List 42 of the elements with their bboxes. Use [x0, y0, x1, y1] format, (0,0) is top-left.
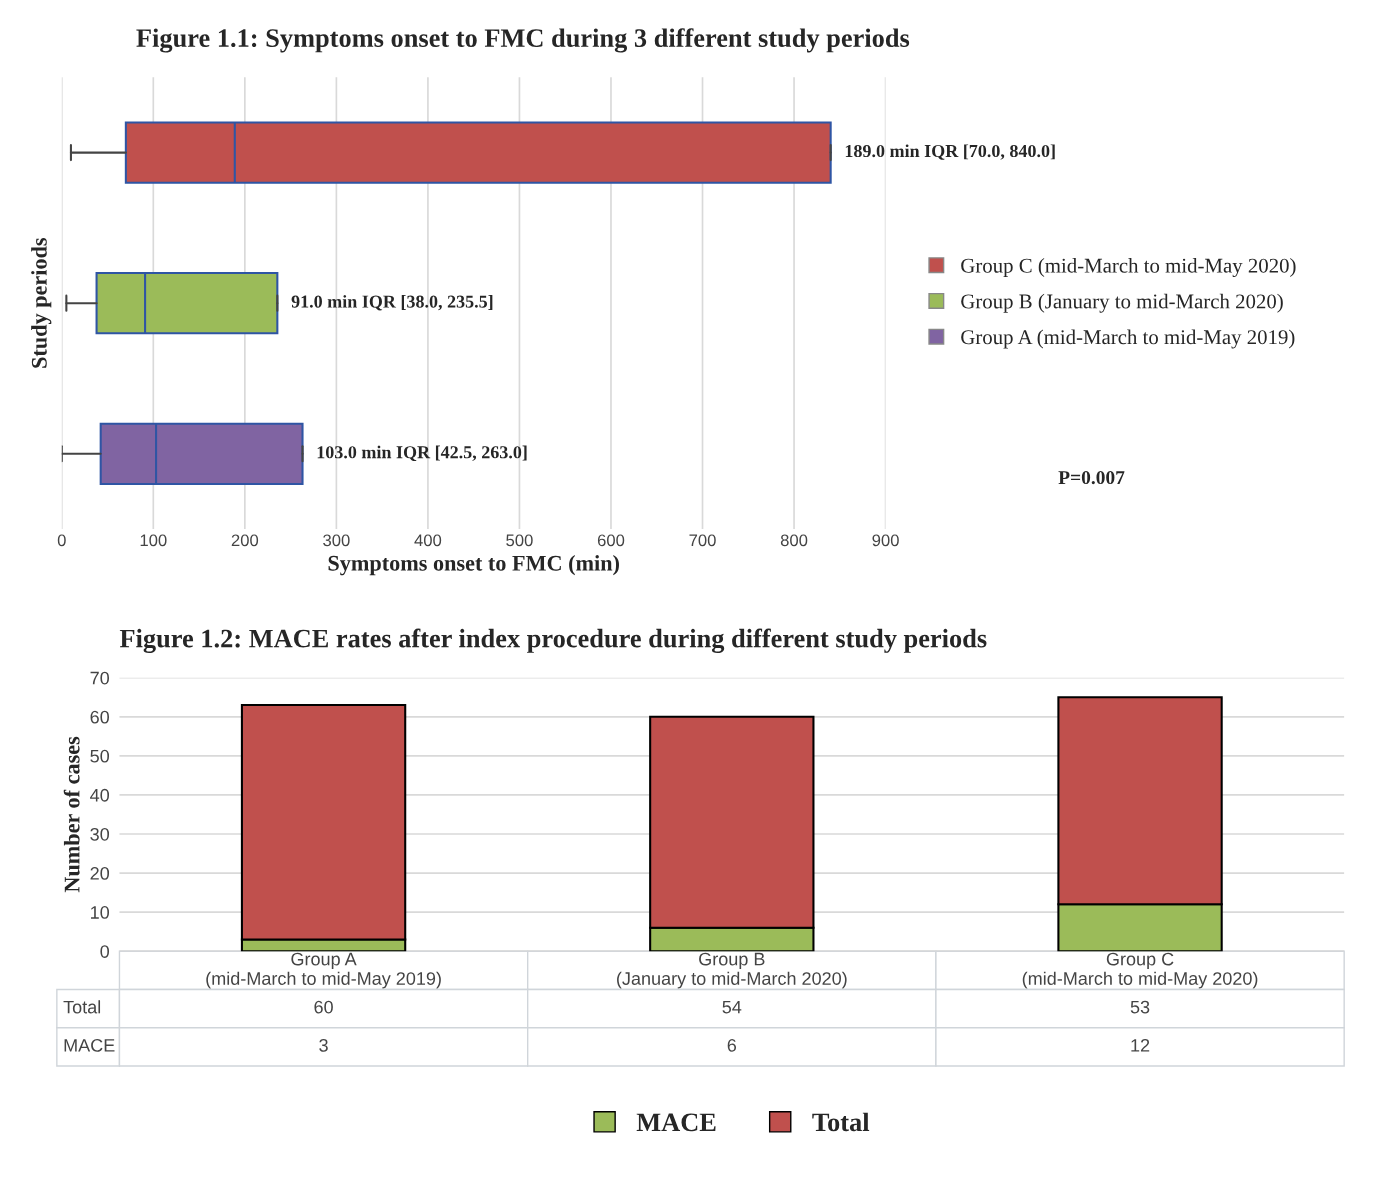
data-label: 54	[722, 1000, 742, 1014]
x-tick-label: 100	[140, 534, 167, 547]
y-tick-label: 70	[90, 671, 110, 685]
data-label: 53	[1130, 1000, 1150, 1014]
text: 103.0 min IQR [42.5, 263.0]	[317, 445, 527, 462]
x-tick-label: 400	[414, 534, 442, 547]
legend-label: Group C (mid-March to mid-May 2020)	[961, 258, 1296, 277]
y-tick-label: 60	[90, 710, 110, 724]
x-tick-label: 600	[597, 534, 625, 547]
x-tick-label: Group C (mid-March to mid-May 2020)	[1022, 952, 1258, 989]
chart-title: Figure 1.1: Symptoms onset to FMC during 3 different study periods	[136, 28, 910, 53]
text: 91.0 min IQR [38.0, 235.5]	[291, 295, 493, 311]
x-axis-title: Symptoms onset to FMC (min)	[328, 555, 619, 576]
y-tick-label: 50	[90, 749, 110, 763]
x-tick-label: Group B (January to mid-March 2020)	[617, 952, 847, 989]
y-axis-title: Number of cases	[63, 736, 80, 893]
x-tick-label: Group A (mid-March to mid-May 2019)	[206, 952, 441, 989]
y-tick-label: 10	[91, 906, 110, 919]
legend-label: MACE	[636, 1113, 716, 1132]
x-tick-label: 800	[780, 534, 808, 547]
x-tick-label: 500	[506, 534, 533, 547]
data-label: 3	[319, 1038, 328, 1052]
y-tick-label: 30	[90, 827, 110, 841]
data-label: 60	[314, 1000, 333, 1014]
x-tick-label: 300	[323, 534, 350, 547]
text: 189.0 min IQR [70.0, 840.0]	[845, 144, 1055, 160]
data-label: 12	[1131, 1038, 1150, 1052]
x-tick-label: 200	[231, 534, 259, 547]
legend-label: Total	[812, 1112, 870, 1132]
chart-title: Figure 1.2: MACE rates after index procedure during different study periods	[119, 628, 987, 653]
x-tick-label: 700	[689, 534, 716, 547]
legend-label: Group B (January to mid-March 2020)	[961, 293, 1283, 313]
y-axis-title: Study periods	[31, 237, 52, 368]
legend-label: Group A (mid-March to mid-May 2019)	[961, 329, 1295, 349]
y-tick-label: 20	[90, 867, 110, 880]
text: P=0.007	[1058, 470, 1125, 485]
x-tick-label: 900	[872, 534, 899, 547]
text: MACE	[64, 1038, 115, 1052]
data-label: 6	[727, 1038, 737, 1052]
x-tick-label: 0	[57, 534, 66, 547]
text: Total	[63, 1000, 101, 1014]
y-tick-label: 40	[90, 788, 110, 802]
